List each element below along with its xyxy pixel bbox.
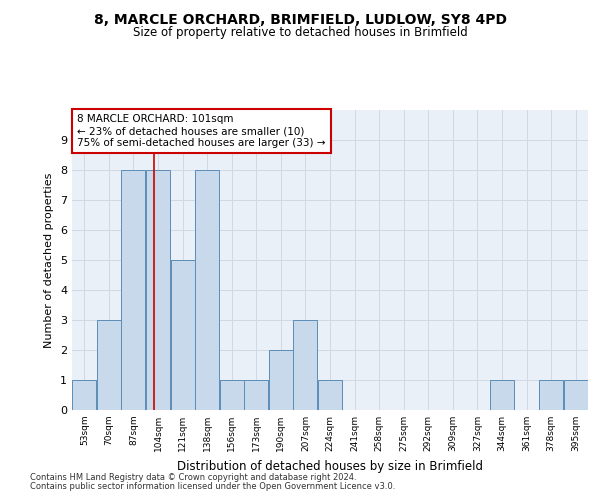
Text: Size of property relative to detached houses in Brimfield: Size of property relative to detached ho… (133, 26, 467, 39)
Text: 8 MARCLE ORCHARD: 101sqm
← 23% of detached houses are smaller (10)
75% of semi-d: 8 MARCLE ORCHARD: 101sqm ← 23% of detach… (77, 114, 326, 148)
Y-axis label: Number of detached properties: Number of detached properties (44, 172, 55, 348)
Bar (146, 170, 170, 410)
Text: 8, MARCLE ORCHARD, BRIMFIELD, LUDLOW, SY8 4PD: 8, MARCLE ORCHARD, BRIMFIELD, LUDLOW, SY… (94, 12, 506, 26)
Bar (220, 380, 244, 410)
Bar (72, 380, 97, 410)
Bar (563, 380, 588, 410)
Bar (269, 350, 293, 410)
Bar (244, 380, 268, 410)
Bar (170, 260, 194, 410)
Text: Contains public sector information licensed under the Open Government Licence v3: Contains public sector information licen… (30, 482, 395, 491)
Bar (318, 380, 342, 410)
Bar (121, 170, 145, 410)
Bar (539, 380, 563, 410)
Bar (293, 320, 317, 410)
X-axis label: Distribution of detached houses by size in Brimfield: Distribution of detached houses by size … (177, 460, 483, 472)
Bar (97, 320, 121, 410)
Text: Contains HM Land Registry data © Crown copyright and database right 2024.: Contains HM Land Registry data © Crown c… (30, 474, 356, 482)
Bar (195, 170, 219, 410)
Bar (490, 380, 514, 410)
